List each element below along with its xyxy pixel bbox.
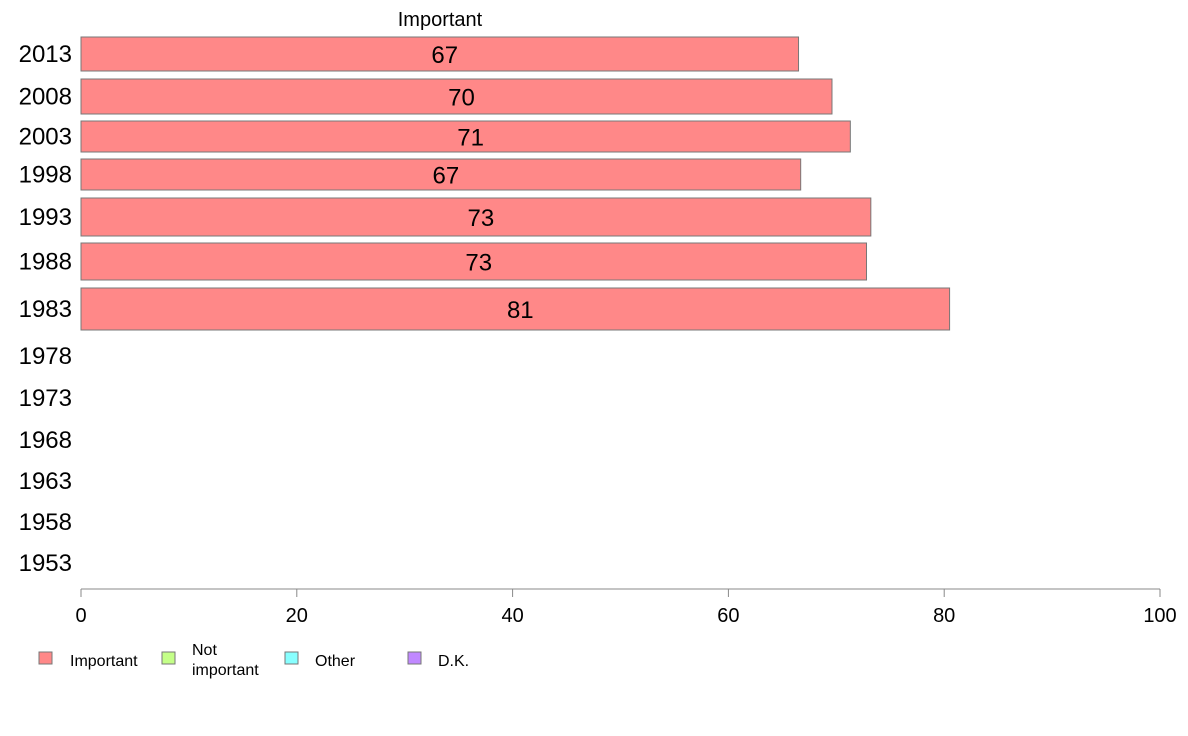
year-label-1973: 1973 <box>19 385 72 412</box>
legend-label-important: Important <box>70 653 138 670</box>
legend-label-d-k-: D.K. <box>438 653 469 670</box>
legend-label-other: Other <box>315 653 356 670</box>
year-label-1998: 1998 <box>19 162 72 189</box>
bar-2003-important <box>80 120 851 153</box>
data-label-1983: 81 <box>507 297 534 324</box>
bars <box>80 36 951 331</box>
data-label-1988: 73 <box>465 250 492 277</box>
data-label-1993: 73 <box>468 205 495 232</box>
data-label-2008: 70 <box>448 85 475 112</box>
x-axis: 0 20 40 60 80 100 <box>75 588 1177 627</box>
x-tick-label-0: 0 <box>75 605 86 627</box>
year-label-1958: 1958 <box>19 509 72 536</box>
data-label-2013: 67 <box>431 42 458 69</box>
bar-1993-important <box>80 197 872 237</box>
legend-swatch-important <box>38 651 53 665</box>
bar-2013-important <box>80 36 800 72</box>
x-tick-label-60: 60 <box>717 605 739 627</box>
year-label-1993: 1993 <box>19 204 72 231</box>
column-header-label: Important <box>398 9 483 31</box>
x-tick-label-100: 100 <box>1143 605 1176 627</box>
bar-1983-important <box>80 287 951 331</box>
legend-label-not-important-line-1: important <box>192 662 259 679</box>
legend-label-not-important-line-0: Not <box>192 642 217 659</box>
year-label-2013: 2013 <box>19 41 72 68</box>
x-tick-label-80: 80 <box>933 605 955 627</box>
bar-1988-important <box>80 242 868 281</box>
bar-2008-important <box>80 78 833 115</box>
year-labels: 2013 2008 2003 1998 1993 1988 1983 1978 1973 1968… <box>19 41 72 577</box>
year-label-1968: 1968 <box>19 427 72 454</box>
value-labels: 67 70 71 67 73 73 81 <box>431 42 533 324</box>
legend-swatch-d-k- <box>407 651 422 665</box>
year-label-1988: 1988 <box>19 249 72 276</box>
legend: Important Not important Other D.K. <box>38 642 469 679</box>
data-label-1998: 67 <box>432 163 459 190</box>
year-label-1983: 1983 <box>19 296 72 323</box>
year-label-1963: 1963 <box>19 468 72 495</box>
year-label-1978: 1978 <box>19 343 72 370</box>
legend-swatch-not-important <box>161 651 176 665</box>
year-label-2008: 2008 <box>19 84 72 111</box>
x-tick-label-20: 20 <box>286 605 308 627</box>
x-tick-label-40: 40 <box>501 605 523 627</box>
year-label-1953: 1953 <box>19 550 72 577</box>
data-label-2003: 71 <box>457 125 484 152</box>
legend-swatch-other <box>284 651 299 665</box>
year-label-2003: 2003 <box>19 124 72 151</box>
bar-1998-important <box>80 158 802 191</box>
